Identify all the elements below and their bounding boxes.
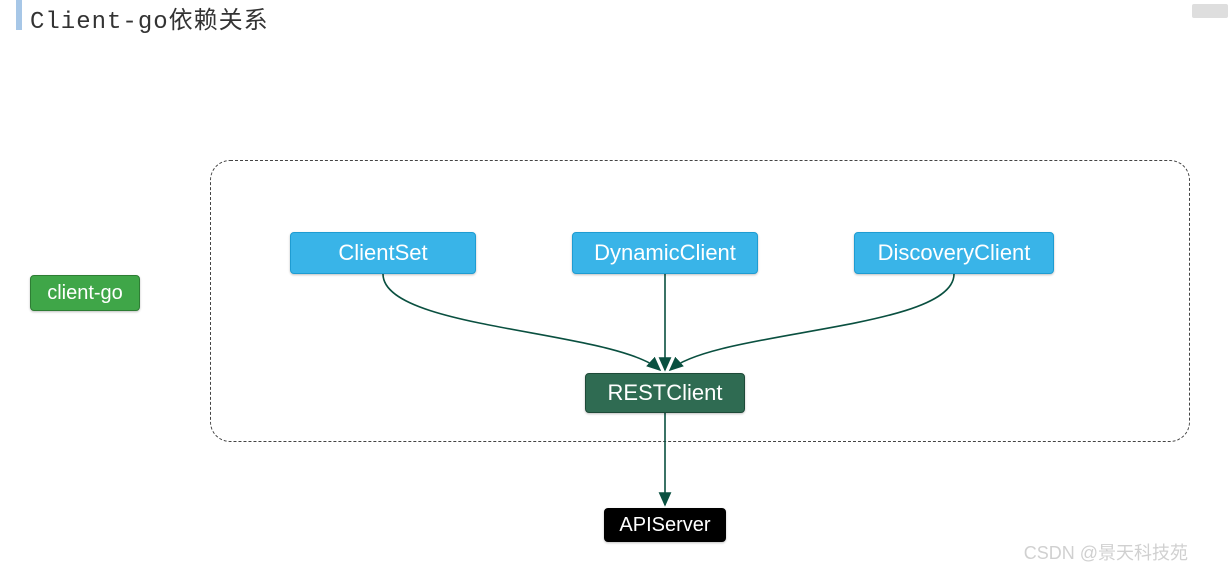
watermark-text: CSDN @景天科技苑 (1024, 539, 1188, 565)
node-client-go: client-go (30, 275, 140, 311)
node-label: DiscoveryClient (878, 240, 1031, 266)
node-label: ClientSet (338, 240, 427, 266)
node-apiserver: APIServer (604, 508, 726, 542)
node-clientset: ClientSet (290, 232, 476, 274)
node-restclient: RESTClient (585, 373, 745, 413)
node-label: APIServer (619, 514, 710, 537)
corner-smudge (1192, 4, 1228, 18)
node-label: client-go (47, 282, 123, 305)
node-label: DynamicClient (594, 240, 736, 266)
node-discoveryclient: DiscoveryClient (854, 232, 1054, 274)
node-dynamicclient: DynamicClient (572, 232, 758, 274)
page-title: Client-go依赖关系 (30, 0, 269, 36)
node-label: RESTClient (608, 380, 723, 406)
title-accent-bar (16, 0, 22, 30)
